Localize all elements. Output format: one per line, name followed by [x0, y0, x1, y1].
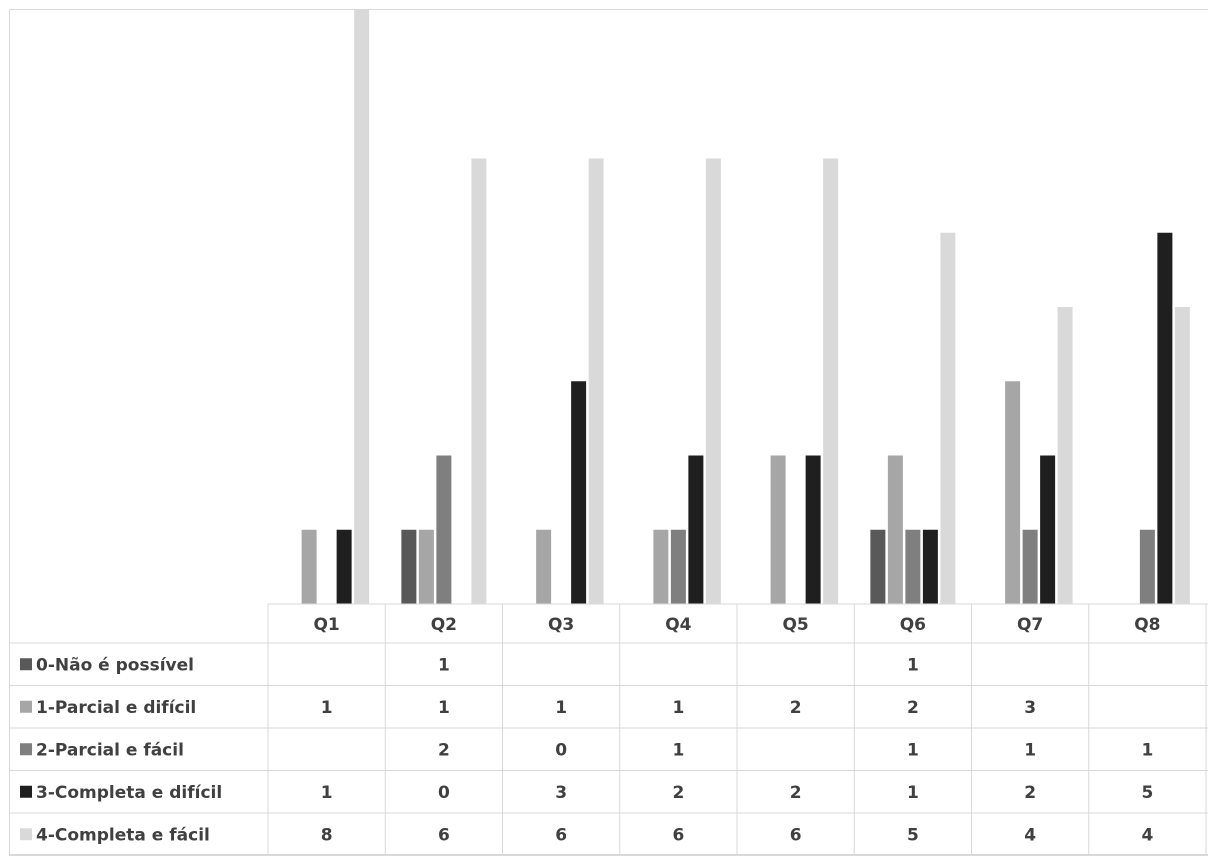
data-label-series-2-q8: 1: [1141, 740, 1153, 760]
category-label-q1: Q1: [313, 615, 339, 635]
legend-key-series-0: [20, 658, 32, 671]
bar-q8-series-2: [1139, 529, 1155, 604]
data-label-series-3-q7: 2: [1024, 783, 1036, 803]
bar-q8-series-3: [1157, 232, 1173, 604]
bar-q7-series-3: [1040, 455, 1056, 604]
legend-key-series-4: [20, 828, 32, 841]
data-label-series-1-q5: 2: [790, 698, 802, 718]
legend-key-series-3: [20, 785, 32, 798]
data-label-series-4-q1: 8: [321, 825, 333, 845]
category-label-q6: Q6: [900, 615, 926, 635]
bar-q2-series-2: [436, 455, 452, 604]
legend-label-series-2: 2-Parcial e fácil: [36, 740, 184, 760]
data-label-series-3-q6: 1: [907, 783, 919, 803]
category-label-q5: Q5: [782, 615, 808, 635]
data-label-series-1-q6: 2: [907, 698, 919, 718]
legend-label-series-4: 4-Completa e fácil: [36, 825, 210, 845]
bar-q2-series-0: [401, 529, 417, 604]
category-label-q4: Q4: [665, 615, 691, 635]
legend-key-series-1: [20, 700, 32, 713]
bar-q4-series-4: [705, 158, 721, 604]
bar-q5-series-3: [805, 455, 821, 604]
data-label-series-4-q7: 4: [1024, 825, 1036, 845]
legend-label-series-0: 0-Não é possível: [36, 655, 194, 675]
data-label-series-1-q1: 1: [321, 698, 333, 718]
data-label-series-0-q6: 1: [907, 655, 919, 675]
data-label-series-3-q3: 3: [555, 783, 567, 803]
bar-q6-series-1: [887, 455, 903, 604]
data-label-series-2-q2: 2: [438, 740, 450, 760]
data-label-series-0-q2: 1: [438, 655, 450, 675]
bar-q3-series-4: [588, 158, 604, 604]
bar-q7-series-4: [1057, 307, 1073, 604]
data-label-series-1-q2: 1: [438, 698, 450, 718]
bar-q6-series-3: [922, 529, 938, 604]
data-label-series-4-q4: 6: [672, 825, 684, 845]
bar-q6-series-2: [905, 529, 921, 604]
data-label-series-3-q8: 5: [1141, 783, 1153, 803]
legend-key-series-2: [20, 743, 32, 756]
data-label-series-3-q4: 2: [672, 783, 684, 803]
bar-q7-series-1: [1005, 381, 1021, 604]
bar-q6-series-4: [940, 232, 956, 604]
bar-q5-series-4: [823, 158, 839, 604]
data-label-series-4-q2: 6: [438, 825, 450, 845]
bar-q1-series-1: [301, 529, 317, 604]
category-label-q3: Q3: [548, 615, 574, 635]
data-label-series-2-q4: 1: [672, 740, 684, 760]
legend-label-series-3: 3-Completa e difícil: [36, 783, 222, 803]
data-label-series-1-q4: 1: [672, 698, 684, 718]
bar-q2-series-4: [471, 158, 487, 604]
data-label-series-3-q2: 0: [438, 783, 450, 803]
bar-q1-series-4: [354, 10, 370, 604]
bar-q6-series-0: [870, 529, 886, 604]
bar-q4-series-1: [653, 529, 669, 604]
bar-q8-series-4: [1174, 307, 1190, 604]
data-label-series-4-q5: 6: [790, 825, 802, 845]
category-label-q8: Q8: [1134, 615, 1160, 635]
bar-q2-series-1: [418, 529, 434, 604]
chart-frame: [9, 9, 1208, 855]
legend-label-series-1: 1-Parcial e difícil: [36, 698, 196, 718]
bar-q4-series-3: [688, 455, 704, 604]
data-label-series-3-q1: 1: [321, 783, 333, 803]
bar-q1-series-3: [336, 529, 352, 604]
data-label-series-2-q7: 1: [1024, 740, 1036, 760]
bar-q3-series-3: [571, 381, 587, 604]
data-label-series-4-q6: 5: [907, 825, 919, 845]
bar-q4-series-2: [670, 529, 686, 604]
data-label-series-2-q3: 0: [555, 740, 567, 760]
data-label-series-4-q3: 6: [555, 825, 567, 845]
bar-q3-series-1: [536, 529, 552, 604]
category-label-q7: Q7: [1017, 615, 1043, 635]
data-label-series-2-q6: 1: [907, 740, 919, 760]
data-label-series-1-q3: 1: [555, 698, 567, 718]
data-label-series-1-q7: 3: [1024, 698, 1036, 718]
data-label-series-4-q8: 4: [1141, 825, 1153, 845]
bar-q7-series-2: [1022, 529, 1038, 604]
bar-q5-series-1: [770, 455, 786, 604]
data-label-series-3-q5: 2: [790, 783, 802, 803]
category-label-q2: Q2: [431, 615, 457, 635]
